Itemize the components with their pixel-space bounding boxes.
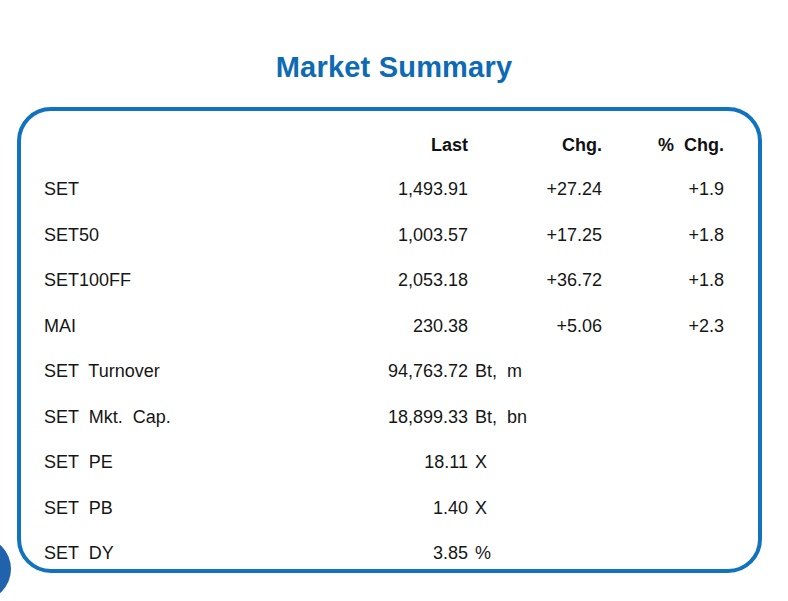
summary-card — [17, 107, 762, 573]
page-title: Market Summary — [0, 51, 788, 84]
market-summary-page: Market Summary Last Chg. % Chg. SET 1,49… — [0, 0, 788, 601]
left-edge-circle-decoration — [0, 537, 11, 601]
